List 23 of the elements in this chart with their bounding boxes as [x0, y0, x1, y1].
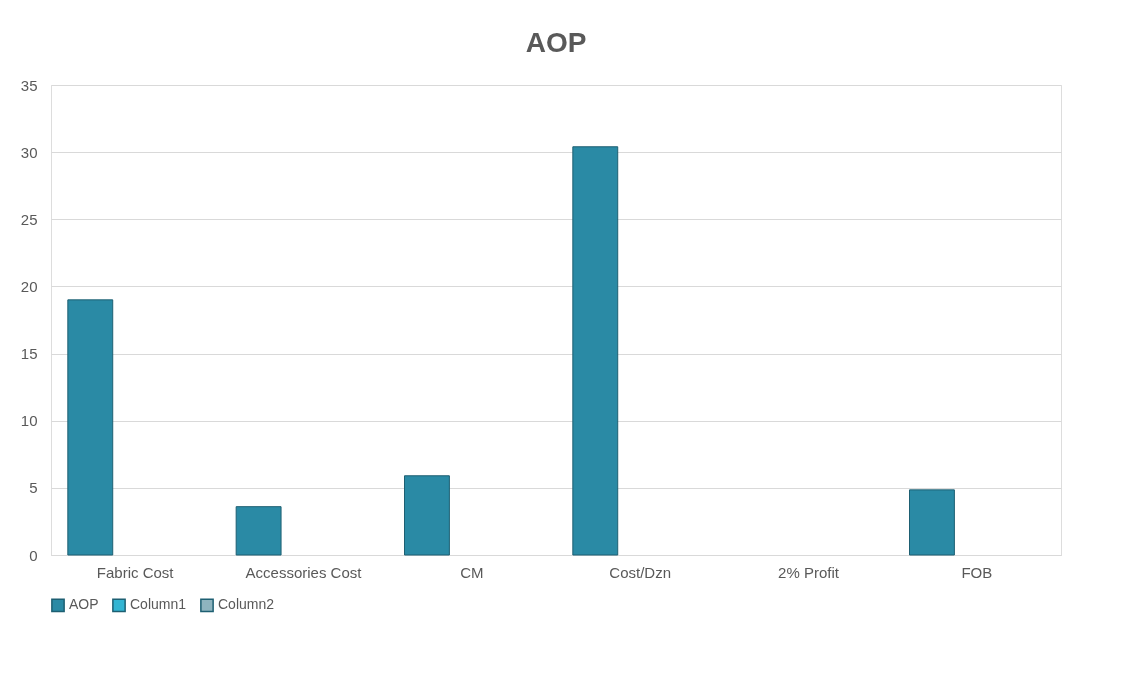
y-tick-label: 20 [20, 277, 38, 295]
y-tick-label: 30 [20, 143, 38, 161]
legend-label: AOP [69, 596, 99, 613]
y-tick-label: 15 [20, 345, 38, 363]
bar [909, 489, 955, 556]
x-tick-label: Fabric Cost [96, 563, 175, 581]
x-tick-label: 2% Profit [778, 563, 840, 581]
chart-title: AOP [525, 27, 587, 58]
y-tick-label: 35 [20, 76, 38, 94]
bar [67, 299, 114, 556]
y-tick-label: 5 [29, 479, 38, 497]
bar [235, 506, 282, 556]
bar [404, 475, 450, 556]
legend-label: Column1 [130, 596, 187, 613]
x-tick-label: Cost/Dzn [609, 563, 672, 581]
x-tick-label: CM [460, 563, 484, 581]
legend-label: Column2 [218, 596, 275, 613]
x-tick-label: Accessories Cost [245, 563, 363, 581]
y-tick-label: 0 [29, 546, 38, 564]
x-tick-label: FOB [961, 563, 993, 581]
y-tick-label: 10 [20, 412, 38, 430]
y-tick-label: 25 [20, 210, 38, 228]
bar [572, 146, 619, 556]
